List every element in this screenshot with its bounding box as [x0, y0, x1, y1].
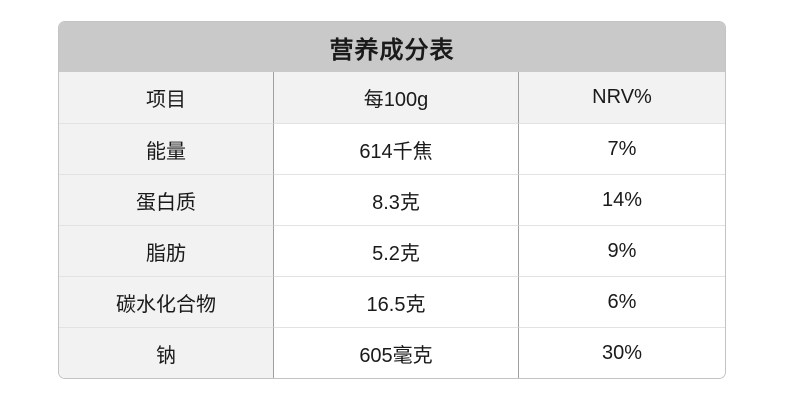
row-label: 碳水化合物 — [59, 276, 273, 327]
nutrition-facts-table: 营养成分表 项目 每100g NRV% 能量 614千焦 7% 蛋白质 8.3克… — [58, 21, 726, 379]
row-label: 蛋白质 — [59, 174, 273, 225]
value-per100g: 5.2克 — [273, 225, 518, 276]
value-nrv: 14% — [518, 174, 725, 225]
row-label: 钠 — [59, 327, 273, 378]
table-title: 营养成分表 — [59, 22, 725, 72]
column-header-nrv: NRV% — [518, 72, 725, 123]
value-per100g: 605毫克 — [273, 327, 518, 378]
value-nrv: 6% — [518, 276, 725, 327]
column-header-item: 项目 — [59, 72, 273, 123]
value-per100g: 8.3克 — [273, 174, 518, 225]
value-nrv: 7% — [518, 123, 725, 174]
value-nrv: 9% — [518, 225, 725, 276]
value-per100g: 16.5克 — [273, 276, 518, 327]
nutrition-grid: 项目 每100g NRV% 能量 614千焦 7% 蛋白质 8.3克 14% 脂… — [59, 72, 725, 378]
column-header-per100g: 每100g — [273, 72, 518, 123]
value-per100g: 614千焦 — [273, 123, 518, 174]
row-label: 脂肪 — [59, 225, 273, 276]
row-label: 能量 — [59, 123, 273, 174]
value-nrv: 30% — [518, 327, 725, 378]
